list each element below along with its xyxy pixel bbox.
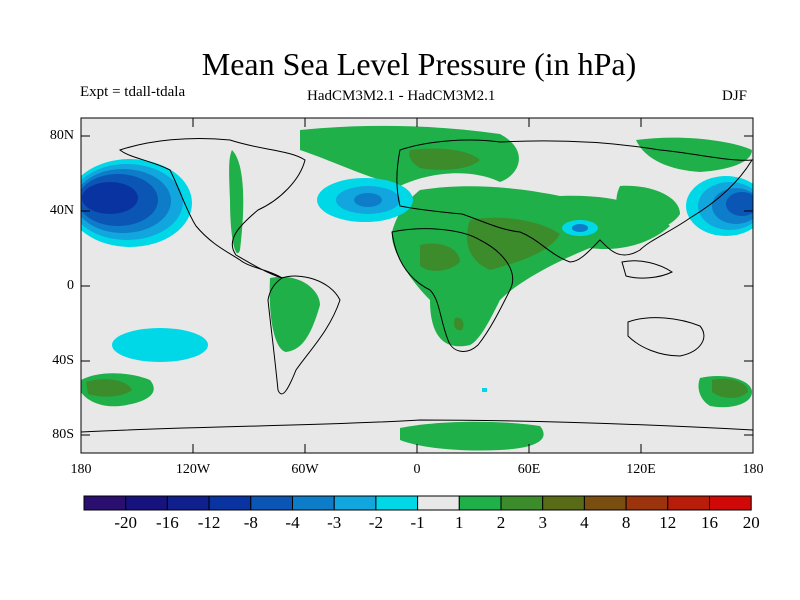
negative-anomaly-fields bbox=[81, 159, 753, 392]
x-label-180e: 180 bbox=[742, 462, 764, 477]
x-label-60e: 60E bbox=[517, 462, 541, 477]
colorbar-label: -4 bbox=[285, 513, 300, 532]
colorbar-swatch bbox=[208, 495, 252, 511]
colorbar-swatch bbox=[292, 495, 335, 511]
colorbar-swatch bbox=[250, 495, 294, 511]
model-label: HadCM3M2.1 - HadCM3M2.1 bbox=[307, 88, 496, 104]
x-label-60w: 60W bbox=[291, 462, 319, 477]
colorbar-swatch bbox=[667, 495, 710, 511]
x-label-0: 0 bbox=[413, 462, 421, 477]
colorbar-label: 1 bbox=[455, 513, 464, 532]
y-ticks bbox=[81, 135, 753, 436]
x-label-120e: 120E bbox=[626, 462, 656, 477]
colorbar-label: 4 bbox=[580, 513, 589, 532]
colorbar-swatch bbox=[625, 495, 669, 511]
colorbar-label: 2 bbox=[496, 513, 506, 532]
x-ticks bbox=[192, 118, 642, 453]
colorbar-label: -8 bbox=[243, 513, 258, 532]
colorbar-swatch bbox=[333, 495, 377, 511]
colorbar-swatch bbox=[125, 495, 168, 511]
y-label-80s: 80S bbox=[52, 427, 74, 442]
colorbar-swatch bbox=[542, 495, 585, 511]
colorbar-swatch bbox=[709, 495, 752, 511]
colorbar-swatch bbox=[83, 495, 127, 511]
page-title: Mean Sea Level Pressure (in hPa) bbox=[201, 46, 637, 82]
coastlines bbox=[81, 137, 753, 433]
experiment-label: Expt = tdall-tdala bbox=[80, 84, 186, 100]
colorbar-label: -3 bbox=[327, 513, 342, 532]
colorbar-label: -16 bbox=[156, 513, 179, 532]
colorbar-label: 8 bbox=[621, 513, 631, 532]
colorbar-label: 20 bbox=[742, 513, 760, 532]
colorbar-swatch bbox=[458, 495, 502, 511]
x-label-180w: 180 bbox=[70, 462, 92, 477]
colorbar-label: -12 bbox=[197, 513, 221, 532]
colorbar-label: 16 bbox=[701, 513, 718, 532]
season-label: DJF bbox=[722, 88, 748, 104]
colorbar-swatch bbox=[166, 495, 210, 511]
y-label-0: 0 bbox=[67, 278, 74, 293]
colorbar-label: -1 bbox=[410, 513, 425, 532]
colorbar-label: 12 bbox=[659, 513, 677, 532]
y-label-80n: 80N bbox=[49, 128, 74, 143]
colorbar-label: -2 bbox=[368, 513, 383, 532]
strong-positive-fields bbox=[86, 148, 748, 398]
colorbar-swatch bbox=[500, 495, 544, 511]
colorbar-label: -20 bbox=[114, 513, 138, 532]
colorbar-swatch bbox=[417, 495, 460, 511]
colorbar-swatch bbox=[583, 495, 627, 511]
x-label-120w: 120W bbox=[175, 462, 211, 477]
colorbar-label: 3 bbox=[538, 513, 547, 532]
y-label-40s: 40S bbox=[52, 353, 74, 368]
colorbar-swatch bbox=[375, 495, 419, 511]
colorbar bbox=[83, 495, 752, 511]
y-label-40n: 40N bbox=[49, 203, 74, 218]
